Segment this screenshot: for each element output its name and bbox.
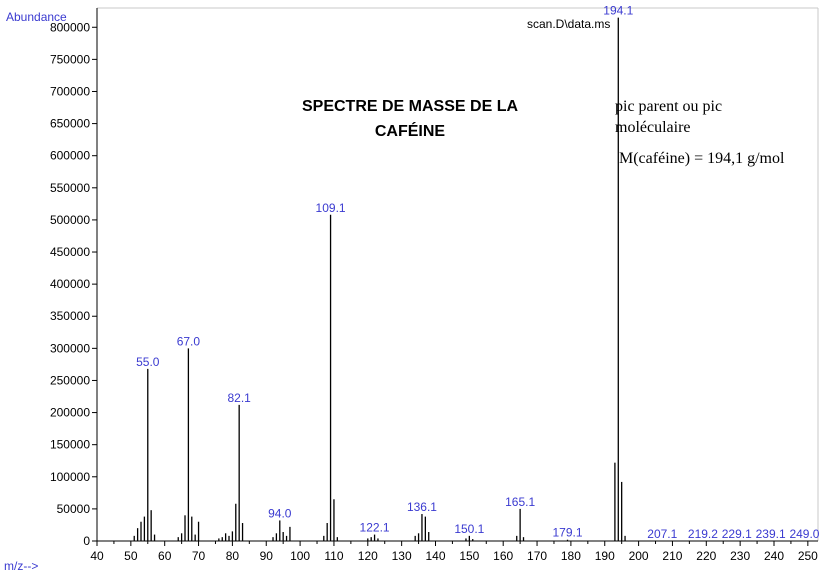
peak-label: 67.0: [177, 334, 201, 348]
peak-label: 249.0: [789, 527, 819, 541]
peak-label: 239.1: [756, 527, 786, 541]
x-tick-label: 240: [764, 549, 784, 563]
peak-label: 122.1: [360, 521, 390, 535]
y-tick-label: 800000: [50, 20, 90, 34]
y-tick-label: 250000: [50, 373, 90, 387]
peak-label: 165.1: [505, 495, 535, 509]
x-tick-label: 200: [629, 549, 649, 563]
molar-mass-note: M(caféine) = 194,1 g/mol: [619, 150, 785, 167]
y-tick-label: 50000: [57, 502, 91, 516]
x-tick-label: 40: [90, 549, 104, 563]
peak-label: 229.1: [722, 527, 752, 541]
peak-label: 194.1: [603, 4, 633, 18]
x-tick-label: 220: [696, 549, 716, 563]
x-tick-label: 150: [459, 549, 479, 563]
x-tick-label: 60: [158, 549, 172, 563]
x-tick-label: 80: [226, 549, 240, 563]
x-tick-label: 70: [192, 549, 206, 563]
y-tick-label: 700000: [50, 84, 90, 98]
chart-title-line2: CAFÉINE: [375, 121, 446, 140]
peak-label: 136.1: [407, 500, 437, 514]
y-tick-label: 150000: [50, 438, 90, 452]
parent-peak-note-line2: moléculaire: [615, 119, 691, 136]
x-tick-label: 110: [324, 549, 343, 563]
y-tick-label: 550000: [50, 181, 90, 195]
peak-label: 55.0: [136, 355, 160, 369]
x-tick-label: 210: [662, 549, 682, 563]
peak-labels: 55.0 67.0 82.1 94.0 109.1 122.1 136.1 150.1 165.…: [136, 4, 820, 541]
peak-label: 207.1: [647, 527, 677, 541]
y-tick-label: 300000: [50, 341, 90, 355]
file-label: scan.D\data.ms: [527, 17, 610, 31]
y-tick-label: 350000: [50, 309, 90, 323]
chart-title-line1: SPECTRE DE MASSE DE LA: [302, 98, 518, 115]
y-tick-label: 100000: [50, 470, 90, 484]
x-tick-label: 100: [290, 549, 310, 563]
x-tick-label: 120: [358, 549, 378, 563]
x-tick-label: 230: [730, 549, 750, 563]
x-tick-label: 90: [260, 549, 274, 563]
peak-label: 150.1: [454, 522, 484, 536]
x-tick-label: 170: [527, 549, 547, 563]
x-tick-label: 190: [595, 549, 615, 563]
y-tick-label: 600000: [50, 149, 90, 163]
y-tick-label: 450000: [50, 245, 90, 259]
x-ticks: 40 50 60 70 80 90 100 110 120 130 140 150 160 170 180 1…: [90, 541, 818, 563]
y-tick-label: 500000: [50, 213, 90, 227]
y-tick-label: 200000: [50, 406, 90, 420]
y-axis-label: Abundance: [6, 10, 67, 24]
x-tick-label: 250: [798, 549, 818, 563]
peaks: [133, 17, 626, 541]
y-tick-label: 0: [83, 534, 90, 548]
axes: [96, 7, 819, 542]
peak-label: 94.0: [268, 506, 292, 520]
y-ticks: 0 50000 100000 150000 200000 250000 300000 3500…: [50, 20, 97, 548]
parent-peak-note-line1: pic parent ou pic: [615, 98, 722, 115]
y-tick-label: 750000: [50, 52, 90, 66]
x-tick-label: 180: [561, 549, 581, 563]
y-tick-label: 650000: [50, 117, 90, 131]
x-tick-label: 50: [124, 549, 138, 563]
peak-label: 109.1: [316, 201, 346, 215]
x-tick-label: 130: [392, 549, 412, 563]
x-axis-label: m/z-->: [4, 559, 38, 572]
x-tick-label: 140: [425, 549, 445, 563]
peak-label: 179.1: [552, 526, 582, 540]
peak-label: 82.1: [227, 391, 251, 405]
x-tick-label: 160: [493, 549, 513, 563]
y-tick-label: 400000: [50, 277, 90, 291]
peak-label: 219.2: [688, 527, 718, 541]
